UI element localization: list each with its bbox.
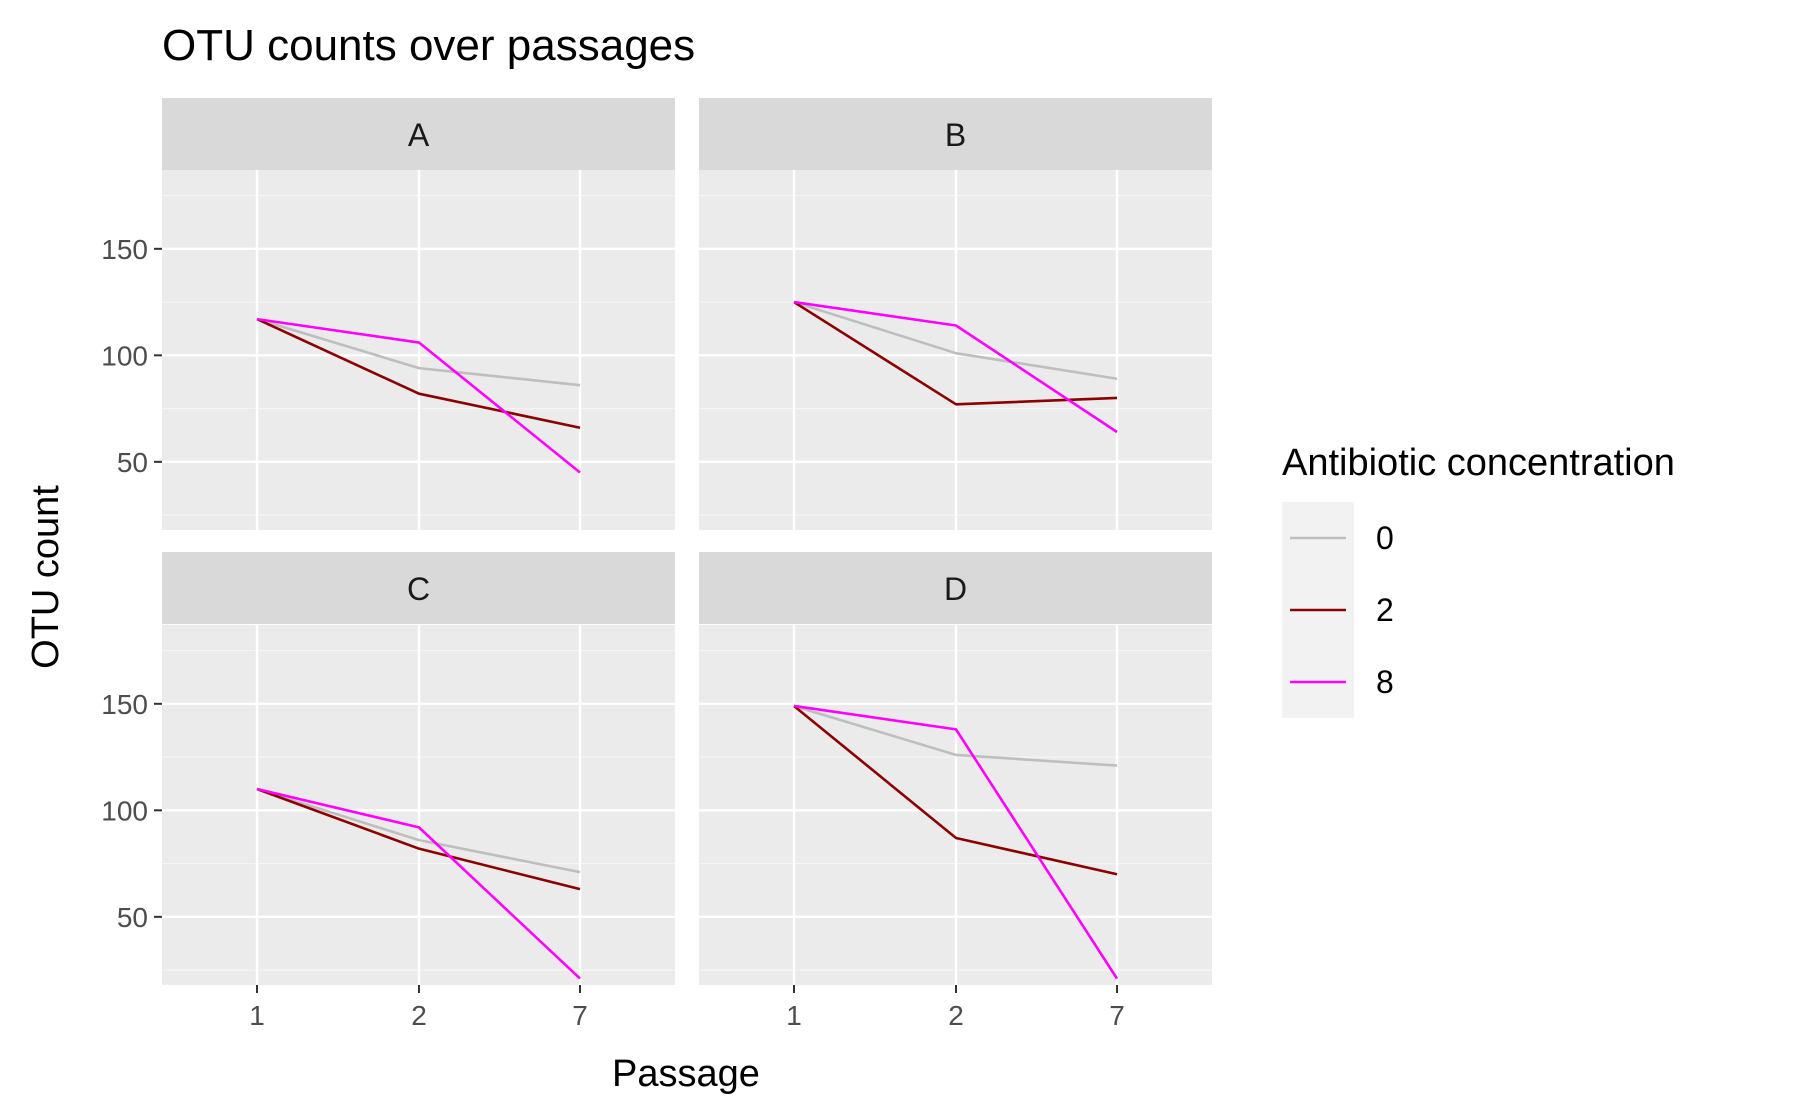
legend-title: Antibiotic concentration <box>1282 442 1675 484</box>
series-line-8 <box>256 317 581 474</box>
facet-panel-d: D <box>699 552 1212 985</box>
facet-strip <box>699 552 1212 624</box>
facet-panel-c: C <box>162 552 675 985</box>
x-tick-label: 1 <box>249 1000 265 1031</box>
series-line-2 <box>256 317 581 430</box>
series-line-0 <box>793 704 1118 767</box>
x-tick-label: 1 <box>786 1000 802 1031</box>
facet-panel-b: B <box>699 98 1212 530</box>
facet-strip-label: A <box>408 117 430 153</box>
y-tick-label: 100 <box>101 795 148 826</box>
y-tick-label: 50 <box>117 902 148 933</box>
series-line-2 <box>793 300 1118 406</box>
series-line-8 <box>256 787 581 980</box>
facet-panels: A B C D <box>162 98 1212 985</box>
legend: Antibiotic concentration 0 2 8 <box>1282 442 1675 718</box>
legend-label: 8 <box>1376 664 1394 700</box>
series-line-8 <box>793 300 1118 434</box>
y-tick-label: 150 <box>101 689 148 720</box>
series-line-0 <box>256 317 581 387</box>
y-tick-label: 150 <box>101 234 148 265</box>
x-tick-label: 2 <box>411 1000 427 1031</box>
legend-label: 2 <box>1376 592 1394 628</box>
y-tick-label: 50 <box>117 447 148 478</box>
facet-strip <box>162 98 675 170</box>
y-tick-label: 100 <box>101 340 148 371</box>
x-tick-label: 7 <box>1109 1000 1125 1031</box>
chart-title: OTU counts over passages <box>162 21 695 70</box>
y-axis-label: OTU count <box>25 485 67 669</box>
x-tick-label: 7 <box>572 1000 588 1031</box>
series-line-8 <box>793 704 1119 980</box>
series-line-2 <box>793 704 1118 876</box>
facet-strip <box>699 98 1212 170</box>
series-line-0 <box>256 787 581 874</box>
facet-strip <box>162 552 675 624</box>
x-axis-label: Passage <box>612 1053 760 1095</box>
legend-label: 0 <box>1376 520 1394 556</box>
facet-panel-a: A <box>162 98 675 530</box>
facet-strip-label: B <box>945 117 966 153</box>
x-tick-label: 2 <box>948 1000 964 1031</box>
facet-strip-label: C <box>407 571 430 607</box>
series-line-0 <box>793 300 1118 381</box>
facet-strip-label: D <box>944 571 967 607</box>
series-line-2 <box>256 787 581 891</box>
